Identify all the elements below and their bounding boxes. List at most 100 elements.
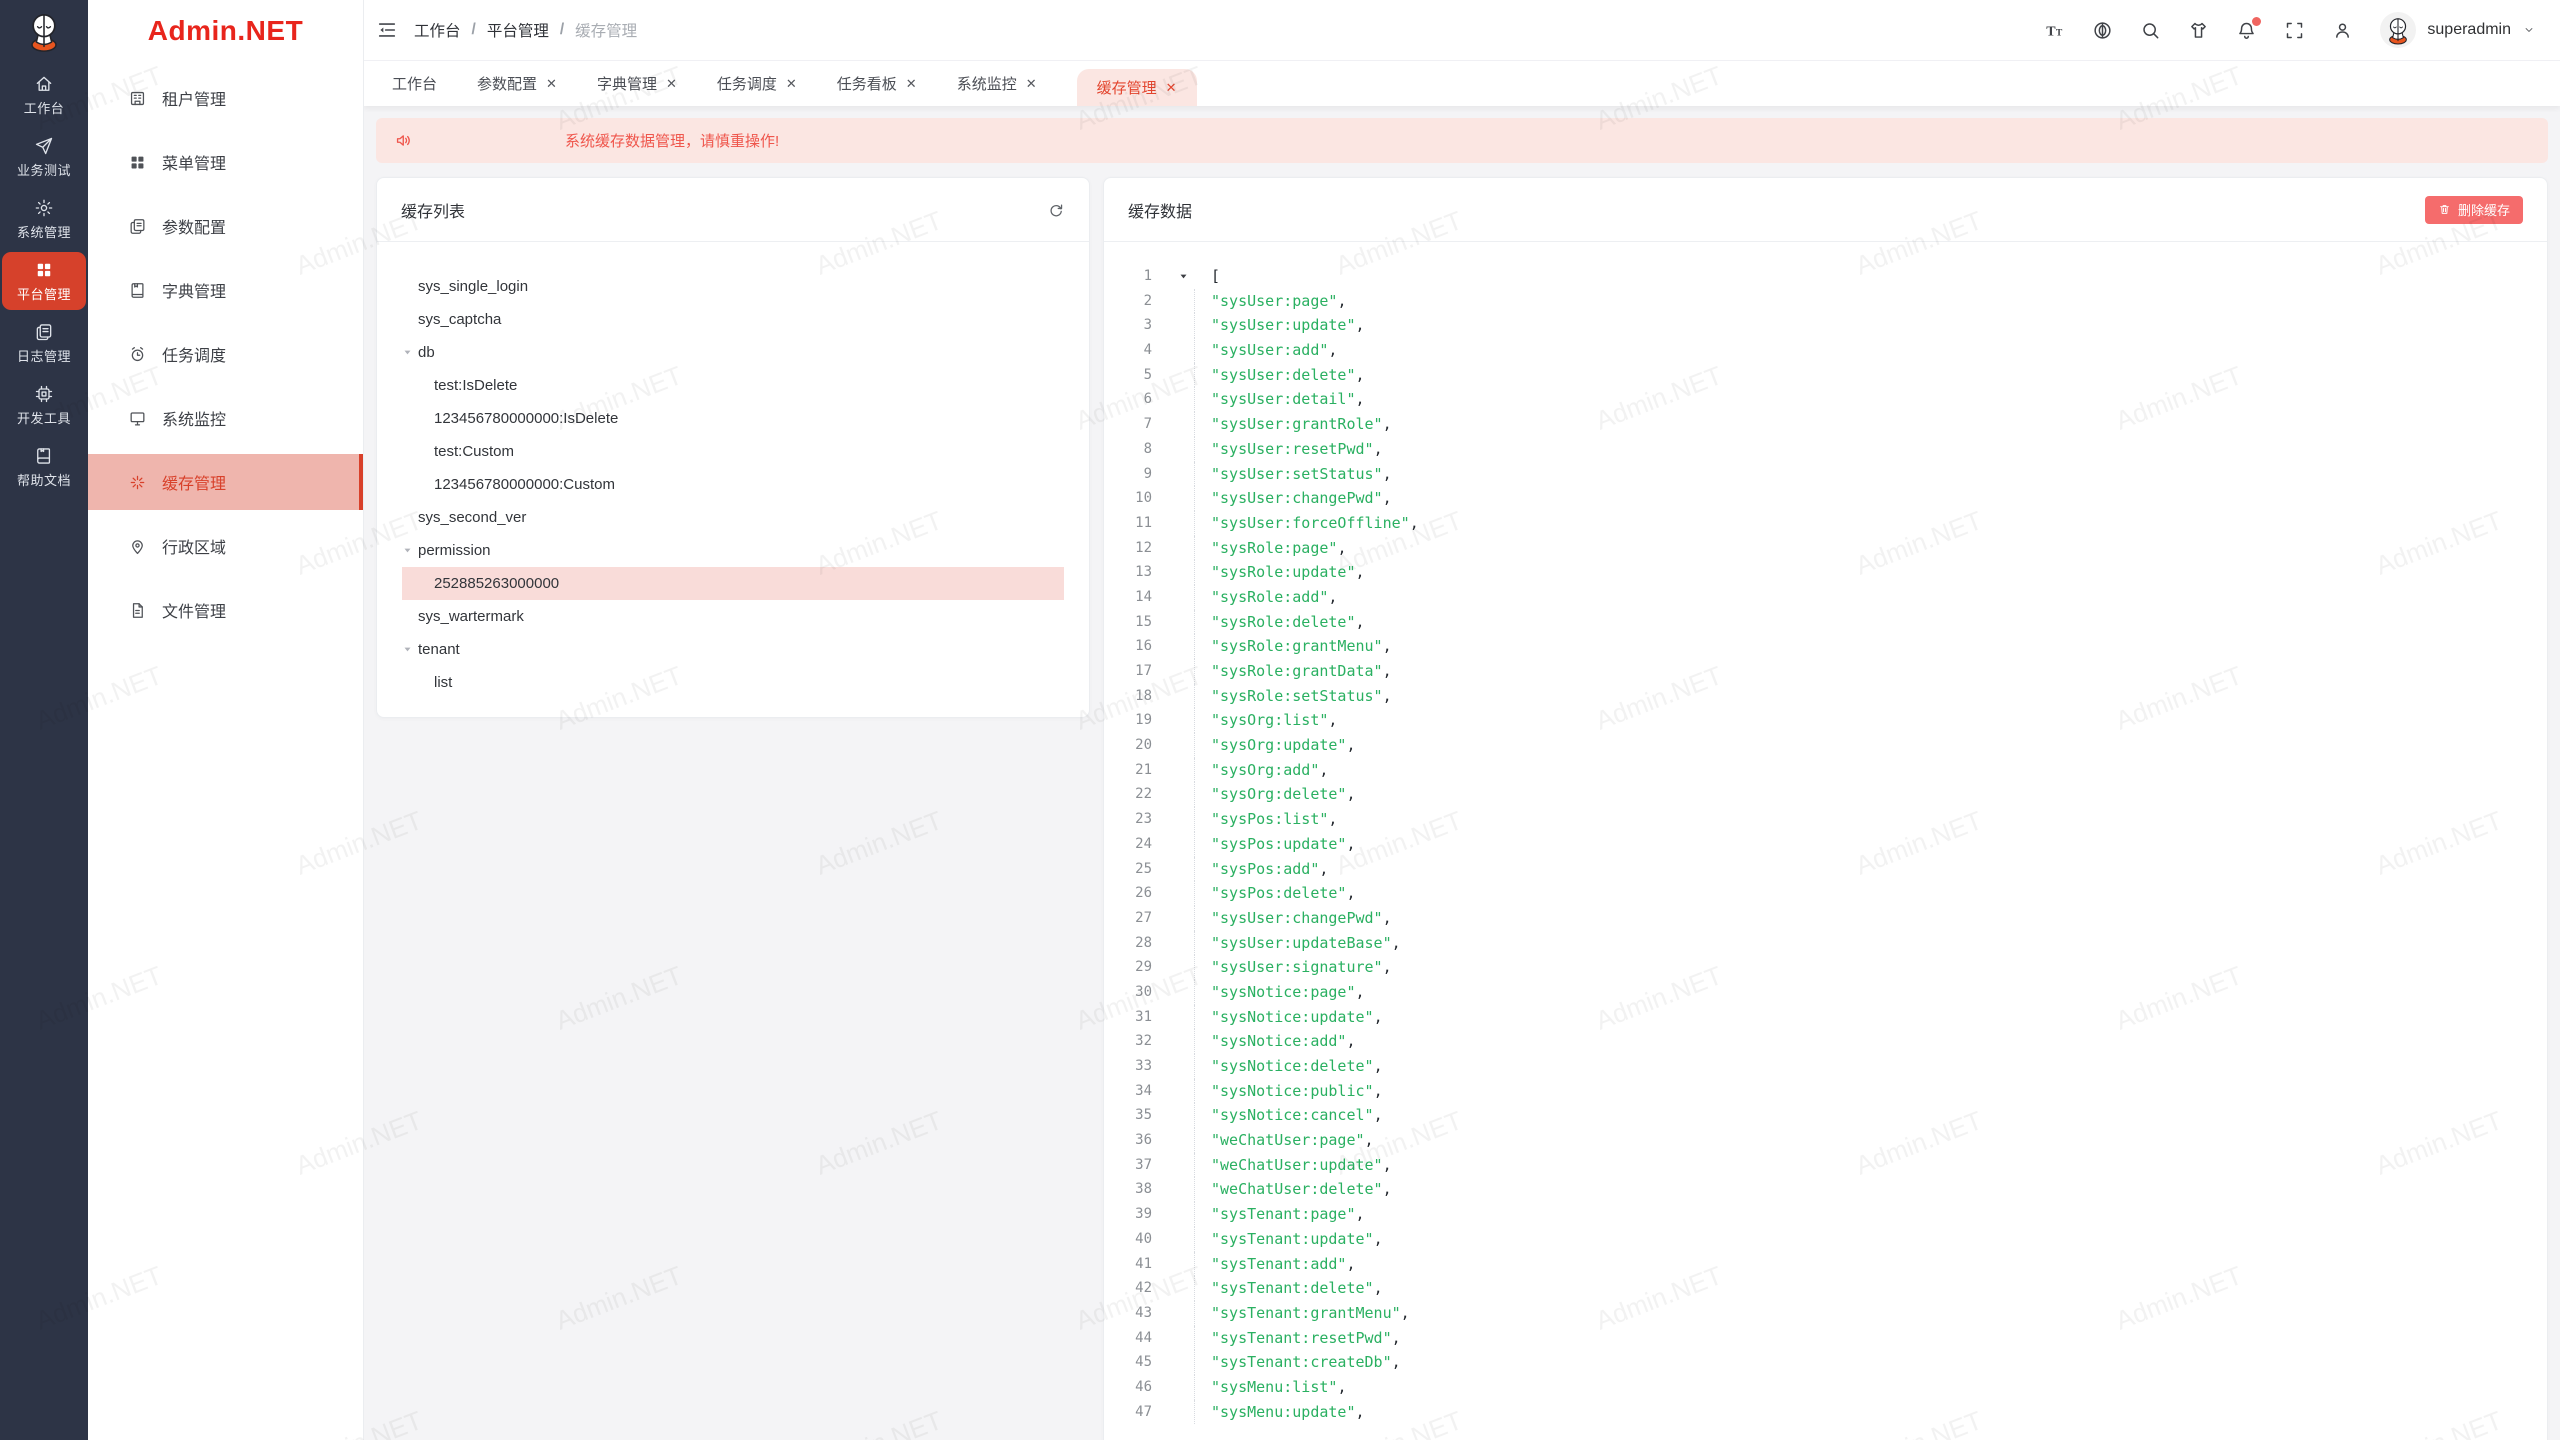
sidebar-item-cache[interactable]: 缓存管理	[88, 454, 363, 510]
rail-logo[interactable]	[0, 0, 88, 62]
json-string: "sysTenant:resetPwd"	[1211, 1328, 1392, 1347]
json-line: 28 "sysUser:updateBase",	[1104, 930, 2547, 956]
tree-node[interactable]: test:Custom	[402, 435, 1064, 468]
tree-node[interactable]: sys_second_ver	[402, 501, 1064, 534]
tree-node[interactable]: sys_single_login	[402, 270, 1064, 303]
avatar[interactable]	[2380, 12, 2417, 48]
tree-node[interactable]: db	[402, 336, 1064, 369]
breadcrumb-item[interactable]: 平台管理	[486, 23, 549, 40]
json-string: "weChatUser:page"	[1211, 1131, 1365, 1150]
tree-node[interactable]: list	[402, 666, 1064, 699]
delete-cache-button[interactable]: 删除缓存	[2424, 195, 2523, 224]
tree-node[interactable]: tenant	[402, 633, 1064, 666]
rail-item-logs[interactable]: 日志管理	[2, 314, 86, 372]
sidebar-item-building[interactable]: 租户管理	[88, 70, 363, 126]
json-viewer: 1 [ 2 "sysUser:page", 3 "sysUser:update"…	[1104, 242, 2547, 1425]
rail-item-book[interactable]: 帮助文档	[2, 438, 86, 496]
caret-down-icon[interactable]	[402, 347, 418, 359]
json-comma: ,	[1382, 686, 1392, 705]
json-string: "sysNotice:delete"	[1211, 1057, 1374, 1075]
close-icon[interactable]: ✕	[785, 75, 797, 91]
tree-node[interactable]: sys_wartermark	[402, 600, 1064, 633]
cache-list-title: 缓存列表	[401, 203, 466, 221]
tab-参数配置[interactable]: 参数配置 ✕	[477, 61, 557, 106]
json-string: "sysNotice:add"	[1211, 1032, 1347, 1051]
tab-系统监控[interactable]: 系统监控 ✕	[957, 61, 1037, 106]
json-string: "sysUser:page"	[1211, 291, 1338, 310]
line-number: 26	[1135, 885, 1152, 902]
theme-shirt-icon[interactable]	[2188, 20, 2209, 41]
sidebar-item-monitor[interactable]: 系统监控	[88, 390, 363, 446]
tree-indent	[418, 479, 434, 491]
cache-list-panel: 缓存列表 sys_single_login sys_captcha db tes…	[376, 177, 1090, 718]
language-icon[interactable]	[2092, 20, 2113, 41]
json-comma: ,	[1355, 982, 1365, 1001]
sidebar-item-alarm[interactable]: 任务调度	[88, 326, 363, 382]
sidebar-item-pin[interactable]: 行政区域	[88, 518, 363, 574]
json-string: "sysTenant:delete"	[1211, 1279, 1374, 1298]
tree-node-label: permission	[418, 542, 491, 559]
json-string: "sysRole:grantData"	[1211, 662, 1383, 680]
json-comma: ,	[1409, 513, 1419, 532]
tree-indent	[418, 677, 434, 689]
sidebar-item-dict[interactable]: 字典管理	[88, 262, 363, 318]
refresh-icon[interactable]	[1047, 201, 1065, 219]
tree-node[interactable]: 123456780000000:IsDelete	[402, 402, 1064, 435]
bell-icon[interactable]	[2236, 16, 2262, 41]
json-comma: ,	[1382, 662, 1392, 680]
json-line: 41 "sysTenant:add",	[1104, 1251, 2547, 1277]
search-icon[interactable]	[2140, 20, 2161, 41]
tab-字典管理[interactable]: 字典管理 ✕	[597, 61, 677, 106]
caret-down-icon[interactable]	[402, 545, 418, 557]
sidebar-menu: Admin.NET 租户管理 菜单管理 参数配置 字典管理 任务调度 系统监控 …	[88, 0, 364, 1440]
close-icon[interactable]: ✕	[1165, 79, 1177, 95]
line-number: 40	[1135, 1230, 1152, 1247]
collapse-caret-icon[interactable]	[1178, 271, 1189, 282]
rail-item-gear[interactable]: 系统管理	[2, 190, 86, 248]
gear-icon	[34, 198, 54, 218]
rail-item-label: 系统管理	[16, 224, 71, 240]
rail-item-grid[interactable]: 平台管理	[2, 252, 86, 310]
rail-item-send[interactable]: 业务测试	[2, 128, 86, 186]
tab-工作台[interactable]: 工作台	[392, 61, 437, 106]
json-comma: ,	[1382, 1180, 1392, 1199]
fullscreen-icon[interactable]	[2284, 20, 2305, 41]
user-icon[interactable]	[2332, 20, 2353, 41]
json-comma: ,	[1382, 637, 1392, 656]
sidebar-item-copy[interactable]: 参数配置	[88, 198, 363, 254]
tab-缓存管理[interactable]: 缓存管理 ✕	[1076, 69, 1197, 106]
json-comma: ,	[1355, 390, 1365, 409]
close-icon[interactable]: ✕	[1025, 75, 1037, 91]
sidebar-item-label: 文件管理	[162, 604, 227, 621]
tree-node[interactable]: permission	[402, 534, 1064, 567]
close-icon[interactable]: ✕	[546, 75, 557, 91]
tab-bar: 工作台 参数配置 ✕ 字典管理 ✕ 任务调度 ✕ 任务看板 ✕ 系统监控 ✕ 缓…	[364, 61, 2560, 106]
tree-node[interactable]: sys_captcha	[402, 303, 1064, 336]
tab-任务看板[interactable]: 任务看板 ✕	[837, 61, 917, 106]
username[interactable]: superadmin	[2427, 21, 2511, 38]
line-number: 10	[1135, 490, 1152, 507]
close-icon[interactable]: ✕	[665, 75, 677, 91]
caret-down-icon[interactable]	[402, 644, 418, 656]
speaker-icon	[394, 131, 413, 150]
tree-node[interactable]: 123456780000000:Custom	[402, 468, 1064, 501]
json-string: "sysNotice:page"	[1211, 982, 1356, 1001]
tab-任务调度[interactable]: 任务调度 ✕	[717, 61, 797, 106]
rail-item-chip[interactable]: 开发工具	[2, 376, 86, 434]
json-line: 3 "sysUser:update",	[1104, 313, 2547, 339]
close-icon[interactable]: ✕	[905, 75, 917, 91]
chevron-down-icon[interactable]	[2522, 23, 2536, 37]
json-comma: ,	[1355, 1402, 1365, 1421]
rail-item-home[interactable]: 工作台	[2, 66, 86, 124]
svg-text:T: T	[2056, 27, 2063, 38]
sidebar-item-file[interactable]: 文件管理	[88, 582, 363, 638]
tree-node[interactable]: 252885263000000	[402, 567, 1064, 600]
breadcrumb-item[interactable]: 工作台	[414, 23, 461, 40]
tree-node[interactable]: test:IsDelete	[402, 369, 1064, 402]
collapse-sidebar-icon[interactable]	[376, 19, 398, 41]
json-comma: ,	[1382, 908, 1392, 927]
json-string: "sysUser:add"	[1211, 341, 1329, 360]
sidebar-item-menugrid[interactable]: 菜单管理	[88, 134, 363, 190]
json-string: "weChatUser:update"	[1211, 1155, 1383, 1174]
